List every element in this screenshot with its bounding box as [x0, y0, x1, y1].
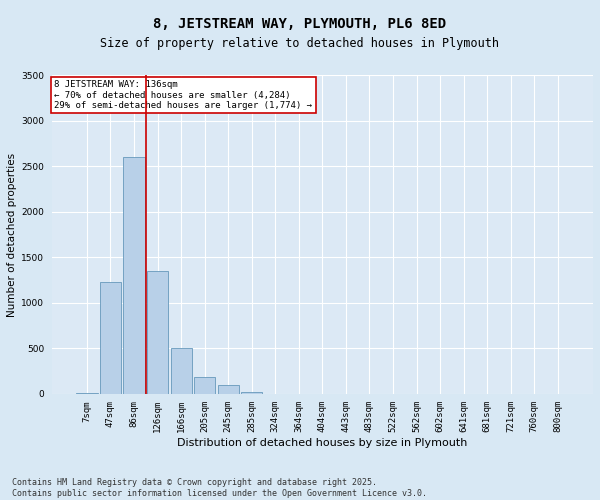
Text: Size of property relative to detached houses in Plymouth: Size of property relative to detached ho…	[101, 38, 499, 51]
Text: 8 JETSTREAM WAY: 136sqm
← 70% of detached houses are smaller (4,284)
29% of semi: 8 JETSTREAM WAY: 136sqm ← 70% of detache…	[55, 80, 313, 110]
Bar	[124, 158, 145, 394]
Text: 8, JETSTREAM WAY, PLYMOUTH, PL6 8ED: 8, JETSTREAM WAY, PLYMOUTH, PL6 8ED	[154, 18, 446, 32]
Bar	[170, 348, 192, 394]
X-axis label: Distribution of detached houses by size in Plymouth: Distribution of detached houses by size …	[177, 438, 467, 448]
Bar	[218, 385, 239, 394]
Bar	[147, 271, 168, 394]
Bar	[194, 377, 215, 394]
Y-axis label: Number of detached properties: Number of detached properties	[7, 152, 17, 317]
Text: Contains HM Land Registry data © Crown copyright and database right 2025.
Contai: Contains HM Land Registry data © Crown c…	[12, 478, 427, 498]
Bar	[241, 392, 262, 394]
Bar	[100, 282, 121, 394]
Bar	[76, 392, 98, 394]
